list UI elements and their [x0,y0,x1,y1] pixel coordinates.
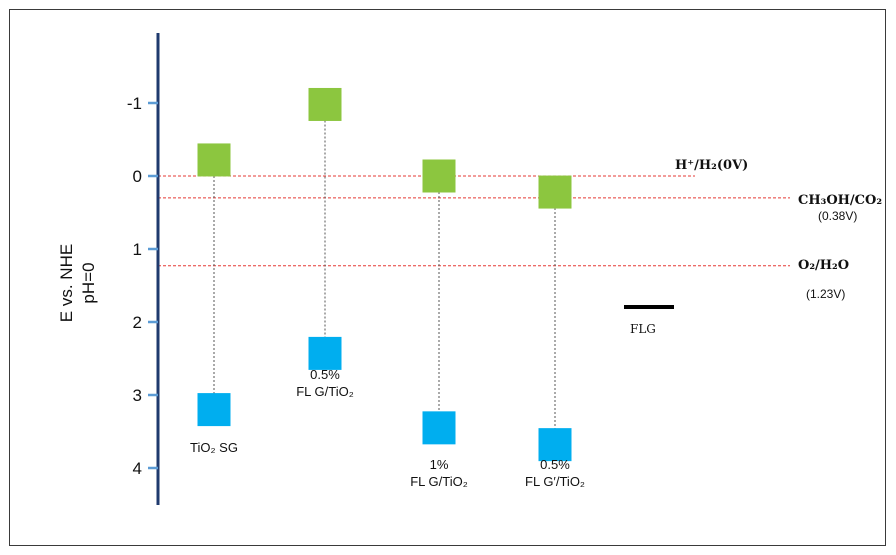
sample-label-3-line-0: 0.5% [540,457,570,472]
valence-band-marker-3 [538,428,572,462]
y-axis-ticks: -1 0 1 2 3 4 [127,94,158,478]
conduction-band-marker-2 [422,159,456,193]
sample-label-2-line-0: 1% [430,457,449,472]
sample-label-1-line-0: 0.5% [310,367,340,382]
conduction-band-marker-3 [538,175,572,209]
sample-label-1-line-1: FL G/TiO₂ [296,384,354,399]
reference-lines [158,175,790,267]
y-tick-label-5: 4 [133,459,142,478]
sample-label-2-line-1: FL G/TiO₂ [410,474,468,489]
reference-sublabel-1: (0.38V) [818,209,857,223]
sample-labels: TiO₂ SG 0.5% FL G/TiO₂ 1% FL G/TiO₂ 0.5% FL G′… [190,367,585,489]
sample-label-0-line-0: TiO₂ SG [190,440,238,455]
y-axis-label-line-2: pH=0 [79,262,98,303]
valence-band-marker-1 [308,336,342,370]
reference-label-2: O₂/H₂O [798,258,849,273]
y-axis-label: E vs. NHE pH=0 [57,244,98,322]
legend: FLG [624,305,674,336]
band-connectors [213,104,556,445]
conduction-band-marker-0 [197,143,231,177]
y-tick-label-1: 0 [133,167,142,186]
reference-label-0: H⁺/H₂(0V) [675,158,748,173]
chart-frame [9,9,886,546]
valence-band-marker-2 [422,411,456,445]
reference-labels: H⁺/H₂(0V) CH₃OH/CO₂(0.38V) O₂/H₂O (1.23V) [675,158,882,301]
conduction-band-marker-1 [308,87,342,121]
y-tick-label-3: 2 [133,313,142,332]
band-edge-markers [197,87,572,462]
y-tick-label-2: 1 [133,240,142,259]
sample-label-3-line-1: FL G′/TiO₂ [525,474,585,489]
y-tick-label-4: 3 [133,386,142,405]
reference-sublabel-2: (1.23V) [806,287,845,301]
y-axis-label-line-1: E vs. NHE [57,244,76,322]
legend-label-flg: FLG [630,322,656,336]
valence-band-marker-0 [197,393,231,427]
reference-label-1: CH₃OH/CO₂ [798,193,882,208]
y-tick-label-0: -1 [127,94,142,113]
